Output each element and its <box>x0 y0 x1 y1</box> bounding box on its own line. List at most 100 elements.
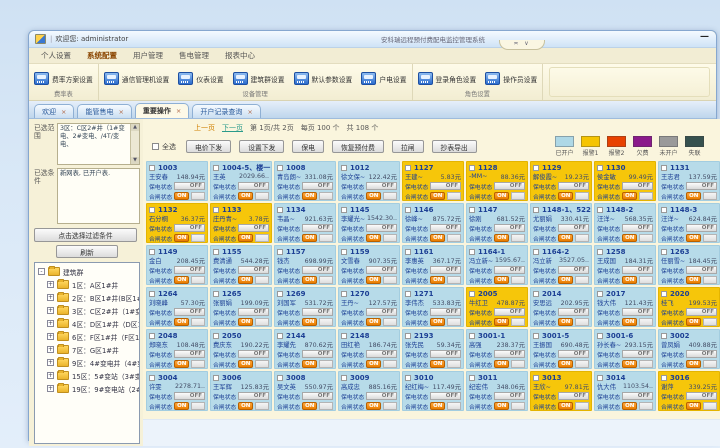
tab-close-icon[interactable]: × <box>118 107 124 116</box>
card-checkbox[interactable] <box>277 164 283 171</box>
switch-status-on[interactable]: ON <box>238 192 254 200</box>
meter-card[interactable]: 2148 田红艳 186.74元 保电状态 OFF 合闸状态 ON <box>338 329 400 369</box>
protect-status-off[interactable]: OFF <box>494 350 525 358</box>
switch-status-on[interactable]: ON <box>430 318 446 326</box>
switch-status-on[interactable]: ON <box>686 318 702 326</box>
protect-status-off[interactable]: OFF <box>430 182 461 190</box>
card-checkbox[interactable] <box>469 248 475 255</box>
meter-card[interactable]: 3001-5 王振国 690.48元 保电状态 OFF 合闸状态 ON <box>530 329 592 369</box>
switch-status-on[interactable]: ON <box>494 234 510 242</box>
protect-status-off[interactable]: OFF <box>494 182 525 190</box>
card-checkbox[interactable] <box>405 332 411 339</box>
meter-card[interactable]: 3014 仇大伟 1103.54.. 保电状态 OFF 合闸状态 ON <box>594 371 656 411</box>
minimize-button[interactable]: — <box>700 32 709 42</box>
card-checkbox[interactable] <box>277 290 283 297</box>
switch-status-on[interactable]: ON <box>302 192 318 200</box>
switch-status-on[interactable]: ON <box>622 360 638 368</box>
collapse-icon[interactable]: - <box>38 268 45 275</box>
meter-card[interactable]: 3009 高成忠 885.16元 保电状态 OFF 合闸状态 ON <box>338 371 400 411</box>
meter-card[interactable]: 1149 金白 208.45元 保电状态 OFF 合闸状态 ON <box>146 245 208 285</box>
protect-status-off[interactable]: OFF <box>430 350 461 358</box>
protect-status-off[interactable]: OFF <box>686 350 717 358</box>
switch-status-on[interactable]: ON <box>238 234 254 242</box>
switch-status-on[interactable]: ON <box>622 192 638 200</box>
switch-status-on[interactable]: ON <box>494 276 510 284</box>
meter-card[interactable]: 1164-2 冯立新 3527.05.. 保电状态 OFF 合闸状态 ON <box>530 245 592 285</box>
tree-node[interactable]: +6区：F区1#井（F区1#… <box>38 330 139 343</box>
meter-card[interactable]: 1145 李耀光~ 1542.30.. 保电状态 OFF 合闸状态 ON <box>338 203 400 243</box>
card-checkbox[interactable] <box>277 332 283 339</box>
card-checkbox[interactable] <box>341 248 347 255</box>
ribbon-button[interactable]: 建筑群设置 <box>232 72 285 85</box>
ribbon-button[interactable]: 登录角色设置 <box>417 72 476 85</box>
card-checkbox[interactable] <box>213 332 219 339</box>
protect-status-off[interactable]: OFF <box>558 224 589 232</box>
doc-tab-2[interactable]: 能管售电 × <box>77 104 132 118</box>
switch-status-on[interactable]: ON <box>238 360 254 368</box>
protect-status-off[interactable]: OFF <box>494 392 525 400</box>
protect-status-off[interactable]: OFF <box>494 224 525 232</box>
meter-card[interactable]: 1155 费清通 544.28元 保电状态 OFF 合闸状态 ON <box>210 245 272 285</box>
meter-card[interactable]: 3006 王军辉 125.83元 保电状态 OFF 合闸状态 ON <box>210 371 272 411</box>
meter-card[interactable]: 1148-1、522 尤丽娟 330.41元 保电状态 OFF 合闸状态 ON <box>530 203 592 243</box>
meter-card[interactable]: 3013 王欣~ 97.81元 保电状态 OFF 合闸状态 ON <box>530 371 592 411</box>
protect-status-off[interactable]: OFF <box>174 182 205 190</box>
card-checkbox[interactable] <box>469 206 475 213</box>
expand-icon[interactable]: + <box>47 385 54 392</box>
card-checkbox[interactable] <box>149 248 155 255</box>
protect-status-off[interactable]: OFF <box>430 266 461 274</box>
card-checkbox[interactable] <box>533 206 539 213</box>
protect-status-off[interactable]: OFF <box>558 308 589 316</box>
action-button-2[interactable]: 设置下发 <box>239 140 285 153</box>
switch-status-on[interactable]: ON <box>302 402 318 410</box>
menu-tab-4[interactable]: 售电管理 <box>179 51 209 60</box>
card-checkbox[interactable] <box>597 290 603 297</box>
ribbon-button[interactable]: 操作员设置 <box>485 72 537 85</box>
switch-status-on[interactable]: ON <box>686 234 702 242</box>
protect-status-off[interactable]: OFF <box>686 308 717 316</box>
protect-status-off[interactable]: OFF <box>622 266 653 274</box>
meter-card[interactable]: 1161 李惠英 367.17元 保电状态 OFF 合闸状态 ON <box>402 245 464 285</box>
meter-card[interactable]: 2048 郑晓东 108.48元 保电状态 OFF 合闸状态 ON <box>146 329 208 369</box>
switch-status-on[interactable]: ON <box>622 276 638 284</box>
switch-status-on[interactable]: ON <box>494 360 510 368</box>
card-checkbox[interactable] <box>213 374 219 381</box>
meter-card[interactable]: 1146 徐峰~ 875.72元 保电状态 OFF 合闸状态 ON <box>402 203 464 243</box>
protect-status-off[interactable]: OFF <box>238 182 269 190</box>
switch-status-on[interactable]: ON <box>430 276 446 284</box>
protect-status-off[interactable]: OFF <box>622 392 653 400</box>
protect-status-off[interactable]: OFF <box>366 392 397 400</box>
switch-status-on[interactable]: ON <box>494 402 510 410</box>
switch-status-on[interactable]: ON <box>622 402 638 410</box>
protect-status-off[interactable]: OFF <box>238 308 269 316</box>
card-checkbox[interactable] <box>533 164 539 171</box>
card-checkbox[interactable] <box>469 164 475 171</box>
meter-card[interactable]: 3002 曾凤娟 409.88元 保电状态 OFF 合闸状态 ON <box>658 329 720 369</box>
switch-status-on[interactable]: ON <box>366 318 382 326</box>
card-checkbox[interactable] <box>341 374 347 381</box>
meter-card[interactable]: 1164-1 冯立新~ 1595.67.. 保电状态 OFF 合闸状态 ON <box>466 245 528 285</box>
switch-status-on[interactable]: ON <box>366 192 382 200</box>
protect-status-off[interactable]: OFF <box>494 308 525 316</box>
protect-status-off[interactable]: OFF <box>622 308 653 316</box>
scroll-down-icon[interactable]: ▼ <box>131 157 139 164</box>
protect-status-off[interactable]: OFF <box>558 182 589 190</box>
tab-close-icon[interactable]: × <box>175 107 182 115</box>
meter-card[interactable]: 2014 安思远 202.95元 保电状态 OFF 合闸状态 ON <box>530 287 592 327</box>
protect-status-off[interactable]: OFF <box>494 266 525 274</box>
protect-status-off[interactable]: OFF <box>238 224 269 232</box>
meter-card[interactable]: 2020 桂飞 199.53元 保电状态 OFF 合闸状态 ON <box>658 287 720 327</box>
switch-status-on[interactable]: ON <box>558 192 574 200</box>
meter-card[interactable]: 2005 牛红卫 478.87元 保电状态 OFF 合闸状态 ON <box>466 287 528 327</box>
protect-status-off[interactable]: OFF <box>174 266 205 274</box>
card-checkbox[interactable] <box>597 164 603 171</box>
protect-status-off[interactable]: OFF <box>174 308 205 316</box>
meter-card[interactable]: 1264 刘晓峰 57.30元 保电状态 OFF 合闸状态 ON <box>146 287 208 327</box>
protect-status-off[interactable]: OFF <box>558 266 589 274</box>
protect-status-off[interactable]: OFF <box>622 224 653 232</box>
switch-status-on[interactable]: ON <box>366 360 382 368</box>
protect-status-off[interactable]: OFF <box>302 350 333 358</box>
switch-status-on[interactable]: ON <box>174 402 190 410</box>
card-checkbox[interactable] <box>533 374 539 381</box>
protect-status-off[interactable]: OFF <box>366 266 397 274</box>
